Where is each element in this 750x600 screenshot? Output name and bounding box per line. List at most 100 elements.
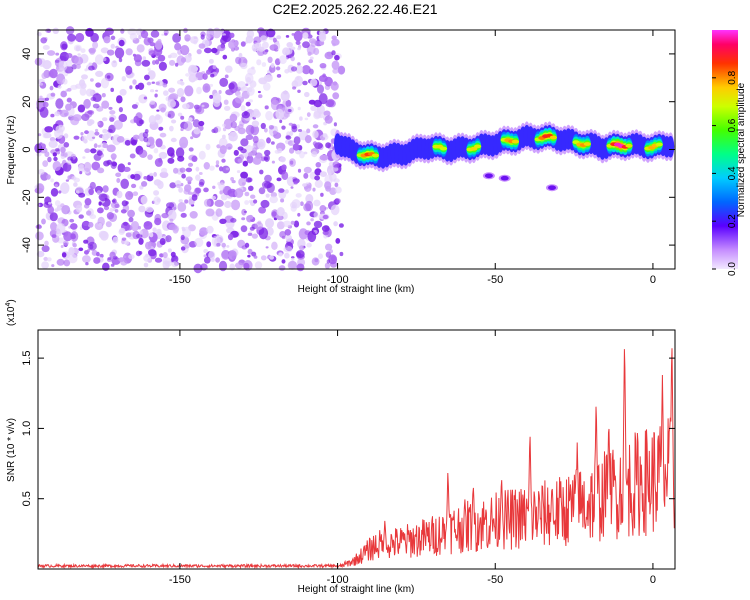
noise-point	[247, 67, 256, 76]
snr-y-ticks: 0.5 1.0 1.5	[21, 350, 675, 506]
noise-point	[177, 112, 183, 117]
noise-point	[60, 182, 70, 194]
noise-point	[180, 57, 187, 63]
noise-point	[154, 217, 162, 226]
noise-point	[206, 69, 211, 75]
noise-point	[185, 167, 193, 173]
noise-point	[69, 218, 75, 223]
noise-point	[46, 257, 52, 262]
noise-point	[317, 84, 324, 94]
noise-point	[241, 111, 250, 119]
noise-point	[88, 62, 93, 66]
noise-point	[262, 41, 269, 49]
noise-point	[334, 182, 339, 188]
noise-point	[82, 156, 86, 159]
noise-point	[293, 30, 303, 42]
noise-point	[280, 198, 285, 203]
noise-point	[57, 85, 62, 89]
noise-point	[154, 114, 163, 125]
noise-point	[61, 43, 68, 50]
noise-point	[181, 173, 186, 179]
noise-point	[170, 251, 176, 258]
noise-point	[299, 151, 305, 159]
noise-point	[226, 245, 230, 248]
noise-point	[50, 188, 59, 197]
noise-point	[116, 190, 123, 199]
noise-point	[295, 193, 302, 198]
noise-point	[132, 191, 139, 196]
noise-point	[275, 66, 281, 71]
noise-point	[118, 39, 125, 47]
noise-point	[245, 101, 251, 107]
noise-point	[326, 259, 331, 264]
noise-point	[206, 225, 214, 234]
noise-point	[123, 255, 127, 258]
noise-point	[154, 158, 163, 167]
noise-point	[54, 184, 58, 188]
noise-point	[63, 133, 69, 139]
noise-point	[319, 134, 329, 141]
noise-point	[102, 133, 109, 141]
noise-point	[275, 216, 279, 219]
noise-point	[314, 168, 322, 176]
noise-point	[210, 258, 215, 262]
noise-point	[240, 148, 247, 154]
noise-point	[48, 201, 52, 205]
noise-point	[310, 78, 318, 87]
noise-point	[304, 91, 310, 98]
noise-point	[83, 98, 91, 109]
spectrogram-x-label: Height of straight line (km)	[298, 284, 415, 295]
noise-point	[205, 208, 215, 217]
noise-point	[325, 243, 333, 251]
noise-point	[245, 177, 252, 183]
y-tick-label: 40	[21, 48, 33, 60]
noise-point	[199, 178, 205, 186]
noise-point	[312, 141, 318, 146]
noise-point	[102, 185, 109, 193]
noise-point	[309, 56, 314, 60]
snr-panel: -150 -100 -50 0 0.5 1.0 1.5 Height of straigh…	[5, 299, 676, 595]
noise-point	[138, 35, 142, 40]
noise-point	[248, 214, 254, 220]
noise-point	[195, 174, 201, 181]
colorbar-tick-label: 0.8	[727, 70, 738, 84]
noise-point	[92, 103, 100, 109]
noise-point	[210, 73, 215, 78]
noise-point	[95, 70, 104, 77]
noise-point	[337, 65, 346, 75]
noise-point	[83, 161, 92, 172]
noise-point	[169, 125, 174, 132]
noise-point	[307, 51, 312, 56]
noise-point	[237, 81, 247, 90]
noise-point	[96, 251, 100, 257]
noise-point	[293, 181, 298, 185]
noise-point	[268, 125, 274, 130]
noise-point	[295, 65, 304, 74]
noise-point	[63, 152, 68, 158]
noise-point	[167, 248, 172, 253]
noise-point	[238, 52, 243, 58]
noise-point	[54, 59, 60, 63]
noise-point	[37, 133, 42, 137]
noise-point	[225, 143, 233, 150]
noise-point	[287, 260, 297, 270]
noise-point	[319, 205, 327, 212]
noise-point	[49, 212, 58, 222]
noise-point	[141, 59, 151, 67]
noise-point	[234, 262, 244, 269]
noise-point	[111, 199, 116, 203]
noise-point	[84, 250, 89, 255]
noise-point	[113, 120, 123, 130]
noise-point	[305, 200, 314, 212]
noise-point	[104, 27, 114, 36]
noise-point	[137, 82, 145, 91]
noise-point	[56, 205, 62, 211]
noise-point	[242, 160, 248, 167]
noise-point	[329, 261, 338, 268]
noise-point	[192, 119, 200, 128]
noise-point	[110, 35, 116, 40]
noise-point	[144, 74, 150, 81]
noise-point	[132, 134, 140, 140]
noise-point	[180, 96, 186, 103]
